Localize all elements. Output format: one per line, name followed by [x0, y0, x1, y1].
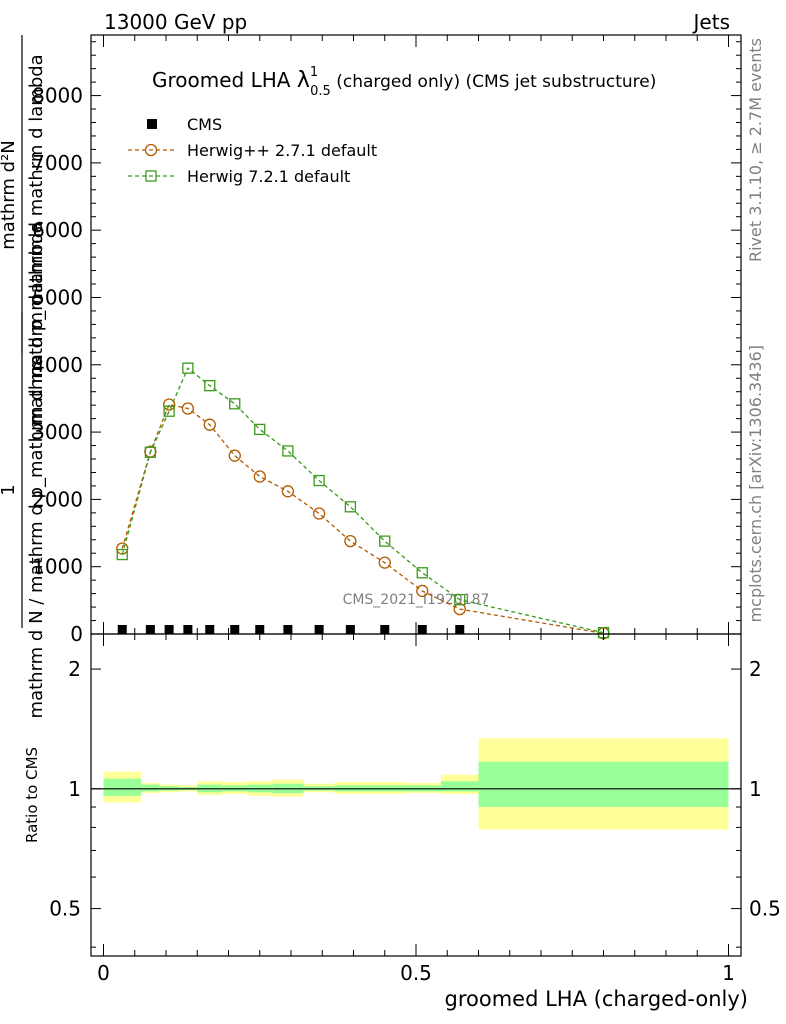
ratio-inner-band — [478, 761, 729, 808]
herwig-7-2-1-default-point — [204, 380, 216, 392]
watermark-label: CMS_2021_I1920187 — [343, 592, 490, 608]
legend-herwigpp-marker — [144, 143, 158, 157]
series-layer — [116, 362, 610, 640]
cms-point — [255, 625, 265, 634]
x-axis-label: groomed LHA (charged-only) — [445, 987, 748, 1011]
ratio-x-ticks: 0 0.5 1 — [97, 634, 735, 985]
herwig-2-7-1-default-point — [253, 470, 266, 483]
cms-point — [145, 625, 155, 634]
cms-point — [345, 625, 355, 634]
cms-point — [283, 625, 293, 634]
main-y-tick-label: 3000 — [32, 420, 83, 444]
main-y-tick-label: 2000 — [32, 487, 83, 511]
cms-point — [417, 625, 427, 634]
herwig-7-2-1-default-point — [229, 398, 241, 410]
herwig-2-7-1-default-point — [162, 398, 176, 411]
herwig-7-2-1-default-point — [454, 594, 466, 606]
ratio-bands — [103, 738, 729, 830]
ratio-y-tick-label: 2 — [68, 657, 81, 681]
cms-point — [205, 625, 215, 634]
herwig-2-7-1-default-point — [203, 418, 216, 431]
herwig-7-2-1-default-point — [379, 535, 391, 547]
herwig-2-7-1-default-point — [416, 584, 429, 598]
ratio-y-ticks: 0.5 0.5 1 1 2 2 — [49, 657, 781, 948]
ratio-y-label: Ratio to CMS — [23, 747, 41, 843]
herwig-7-2-1-default-point — [254, 423, 266, 436]
legend-herwigpp-label: Herwig++ 2.7.1 default — [187, 141, 377, 160]
ratio-y-tick-label: 1 — [68, 777, 81, 801]
y-label-one: 1 — [0, 484, 19, 495]
herwig-2-7-1-default-point — [453, 602, 466, 616]
herwig-2-7-1-default-point — [312, 507, 326, 520]
title-prefix: Groomed LHA — [152, 68, 297, 92]
herwig-7-2-1-default-point — [282, 445, 294, 457]
cms-point — [455, 625, 465, 634]
ratio-inner-band — [141, 784, 160, 792]
herwig-7-2-1-default-point — [344, 501, 357, 513]
main-y-ticks: 0 1000 2000 3000 4000 5000 6000 7000 8000 — [32, 41, 741, 646]
main-y-tick-label: 8000 — [32, 84, 83, 108]
title-sub: 0.5 — [310, 84, 331, 99]
herwig-7-2-1-default-point — [144, 446, 157, 458]
main-y-tick-label: 7000 — [32, 151, 83, 175]
main-y-label: mathrm d²N mathrm d p_mathrm d mathrm d … — [0, 35, 47, 718]
title-suffix: (charged only) (CMS jet substructure) — [331, 72, 657, 92]
ratio-y-tick-label-right: 1 — [749, 777, 762, 801]
herwig-7-2-1-default-point — [416, 567, 428, 579]
main-y-tick-label: 6000 — [32, 218, 83, 242]
cms-point — [230, 625, 240, 634]
y-label-ratio: mathrm d N / mathrm d p_mathrm d mathrm … — [26, 222, 47, 719]
y-label-denominator: mathrm d p_mathrm d mathrm d lambda — [26, 54, 47, 425]
legend-cms-marker — [147, 119, 157, 129]
herwig-2-7-1-default-point — [281, 485, 295, 498]
x-tick-label: 1 — [722, 961, 735, 985]
x-tick-label: 0 — [97, 961, 110, 985]
herwig-7-2-1-default-point — [313, 474, 325, 487]
legend-herwig7-marker — [145, 170, 157, 182]
herwig-7-2-1-default-line — [121, 367, 604, 634]
cms-point — [380, 625, 390, 634]
main-panel: 0 1000 2000 3000 4000 5000 6000 7000 8000 CMS_20… — [32, 34, 742, 646]
ratio-inner-band — [103, 778, 141, 796]
cms-point — [314, 625, 324, 634]
herwig-2-7-1-default-point — [181, 402, 195, 415]
herwig-2-7-1-default-point — [228, 449, 241, 462]
ratio-y-tick-label-right: 0.5 — [749, 897, 781, 921]
y-label-numerator: mathrm d²N — [0, 140, 19, 249]
main-y-tick-label: 0 — [70, 622, 83, 646]
main-y-tick-label: 1000 — [32, 555, 83, 579]
x-tick-label: 0.5 — [400, 961, 432, 985]
mcplots-label: mcplots.cern.ch [arXiv:1306.3436] — [746, 345, 765, 622]
legend-herwig7-label: Herwig 7.2.1 default — [187, 167, 350, 186]
herwig-7-2-1-default-point — [163, 405, 175, 417]
chart-title: Groomed LHA λ1 0.5 (charged only) (CMS je… — [152, 65, 656, 99]
header-jets: Jets — [692, 10, 730, 34]
title-lambda: λ — [297, 68, 310, 93]
header-energy: 13000 GeV pp — [104, 10, 247, 34]
main-y-tick-label: 5000 — [32, 285, 83, 309]
ratio-y-tick-label: 0.5 — [49, 897, 81, 921]
ratio-inner-band — [441, 781, 479, 792]
herwig-2-7-1-default-point — [378, 556, 391, 569]
ratio-y-tick-label-right: 2 — [749, 657, 762, 681]
herwig-7-2-1-default-point — [116, 548, 128, 561]
herwig-2-7-1-default-line — [121, 403, 604, 634]
title-sup: 1 — [310, 65, 318, 80]
legend: CMS Herwig++ 2.7.1 default Herwig 7.2.1 … — [128, 115, 377, 186]
ratio-panel: 0.5 0.51 12 2 0 0.5 1 Ratio to CMS groomed LH… — [23, 633, 781, 1011]
rivet-label: Rivet 3.1.10, ≥ 2.7M events — [746, 38, 765, 262]
main-y-tick-label: 4000 — [32, 353, 83, 377]
legend-cms-label: CMS — [187, 115, 222, 134]
cms-point — [183, 625, 193, 634]
cms-point — [117, 625, 127, 634]
cms-point — [164, 625, 174, 634]
herwig-7-2-1-default-point — [182, 362, 194, 374]
herwig-2-7-1-default-point — [344, 534, 357, 548]
